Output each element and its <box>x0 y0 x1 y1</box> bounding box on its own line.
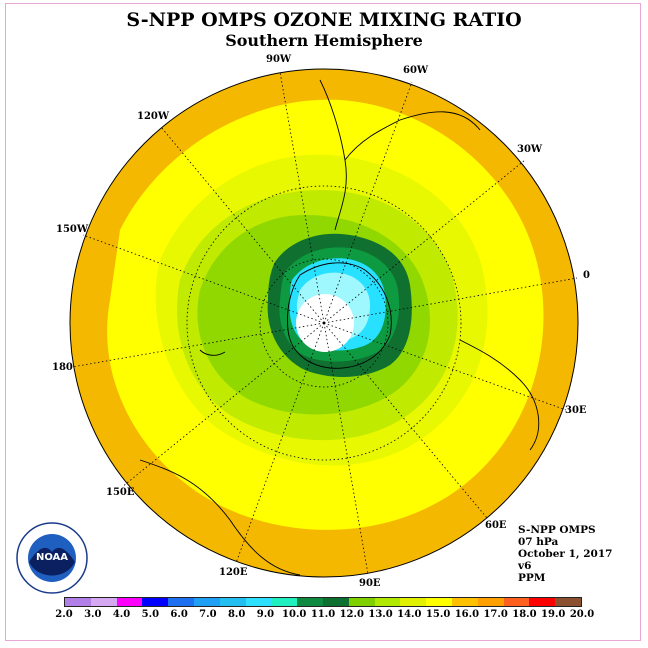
colorbar-tick-label: 6.0 <box>170 609 188 620</box>
lon-label-60e: 60E <box>485 520 507 531</box>
noaa-logo-bird <box>29 547 75 576</box>
meridian-150w <box>82 234 325 324</box>
colorbar <box>64 597 582 607</box>
lon-label-0: 0 <box>583 270 590 281</box>
map-border <box>69 68 579 578</box>
info-units: PPM <box>518 572 546 584</box>
info-level: 07 hPa <box>518 536 559 548</box>
lon-label-150e: 150E <box>106 487 135 498</box>
noaa-logo-text: NOAA <box>36 552 68 563</box>
info-block: S-NPP OMPS 07 hPa October 1, 2017 v6 PPM <box>518 524 612 584</box>
colorbar-tick-label: 19.0 <box>541 609 566 620</box>
latitude-circle-1 <box>259 258 389 388</box>
colorbar-tick-label: 2.0 <box>55 609 73 620</box>
colorbar-swatch <box>90 598 117 606</box>
coastlines <box>139 79 540 576</box>
south-america-east-coast <box>344 111 481 161</box>
meridian-180 <box>71 322 325 368</box>
colorbar-tick-label: 15.0 <box>425 609 451 620</box>
colorbar-swatch <box>271 598 298 606</box>
lon-label-150w: 150W <box>56 224 89 235</box>
meridian-90w <box>279 71 325 324</box>
meridian-90e <box>323 322 369 575</box>
new-zealand-coast <box>199 349 226 356</box>
lon-label-120w: 120W <box>137 111 170 122</box>
latitude-grid <box>186 185 462 461</box>
africa-coast <box>459 339 540 451</box>
info-version: v6 <box>518 560 532 572</box>
meridian-120w <box>160 126 325 324</box>
meridian-0 <box>323 277 578 324</box>
colorbar-swatch <box>400 598 427 606</box>
colorbar-tick-label: 11.0 <box>310 609 336 620</box>
colorbar-swatch <box>297 598 323 606</box>
colorbar-tick-label: 3.0 <box>84 609 102 620</box>
colorbar-swatch <box>374 598 401 606</box>
colorbar-swatch <box>555 598 581 606</box>
meridian-30w <box>323 159 526 324</box>
antarctica-coast <box>287 262 392 369</box>
colorbar-tick-label: 17.0 <box>483 609 508 620</box>
colorbar-tick-label: 20.0 <box>569 609 595 620</box>
latitude-circle-2 <box>186 185 462 461</box>
colorbar-swatch <box>477 598 504 606</box>
noaa-logo: NOAA <box>16 522 88 594</box>
colorbar-swatch <box>193 598 220 606</box>
lon-label-90e: 90E <box>359 578 381 589</box>
colorbar-swatch <box>529 598 556 606</box>
lon-label-60w: 60W <box>403 65 429 76</box>
colorbar-swatch <box>245 598 272 606</box>
colorbar-tick-label: 5.0 <box>141 609 160 620</box>
colorbar-tick-label: 16.0 <box>454 609 480 620</box>
colorbar-tick-label: 10.0 <box>282 609 307 620</box>
colorbar-tick-label: 18.0 <box>512 609 537 620</box>
meridian-150e <box>121 322 325 488</box>
colorbar-swatch <box>503 598 530 606</box>
meridian-30e <box>323 322 567 411</box>
colorbar-tick-label: 9.0 <box>256 609 275 620</box>
lon-label-120e: 120E <box>219 567 248 578</box>
colorbar-swatch <box>65 598 91 606</box>
info-instrument: S-NPP OMPS <box>518 524 596 536</box>
colorbar-tick-label: 4.0 <box>112 609 131 620</box>
colorbar-swatch <box>426 598 452 606</box>
colorbar-swatch <box>116 598 143 606</box>
colorbar-tick-label: 12.0 <box>339 609 364 620</box>
australia-coast <box>139 459 301 576</box>
meridian-120e <box>235 322 325 564</box>
lon-label-30e: 30E <box>565 405 587 416</box>
colorbar-tick-label: 13.0 <box>368 609 393 620</box>
colorbar-swatch <box>322 598 349 606</box>
colorbar-tick-label: 8.0 <box>227 609 246 620</box>
map-title: S-NPP OMPS OZONE MIXING RATIO <box>126 9 522 31</box>
meridian-grid <box>71 71 578 575</box>
colorbar-swatch <box>219 598 246 606</box>
lon-label-30w: 30W <box>517 144 543 155</box>
colorbar-swatch <box>451 598 478 606</box>
lon-label-180: 180 <box>52 362 73 373</box>
meridian-60w <box>323 81 413 324</box>
colorbar-tick-label: 7.0 <box>199 609 217 620</box>
colorbar-swatch <box>142 598 169 606</box>
map-subtitle: Southern Hemisphere <box>225 31 423 50</box>
colorbar-swatch <box>348 598 375 606</box>
lon-label-90w: 90W <box>266 54 292 65</box>
colorbar-tick-label: 14.0 <box>397 609 422 620</box>
colorbar-swatch <box>168 598 194 606</box>
colorbar-ticks: 2.0 3.0 4.0 5.0 6.0 7.0 8.0 9.0 10.0 11.0 12.0 13.0… <box>54 609 594 623</box>
info-date: October 1, 2017 <box>518 548 613 560</box>
